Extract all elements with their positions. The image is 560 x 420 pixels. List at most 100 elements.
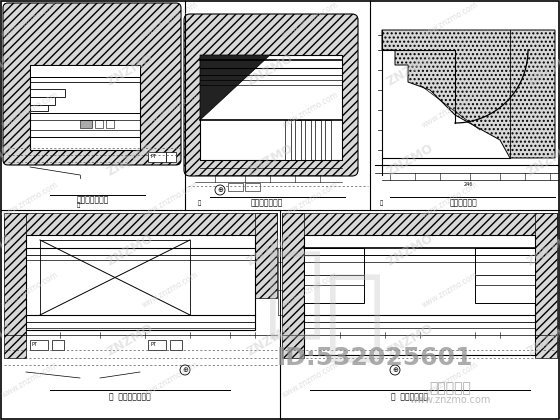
Bar bbox=[30, 65, 140, 77]
Bar bbox=[26, 235, 255, 330]
Text: ZNZMO: ZNZMO bbox=[384, 142, 436, 178]
Text: www.znzmo.com: www.znzmo.com bbox=[0, 90, 60, 130]
Text: www.znzmo.com: www.znzmo.com bbox=[140, 90, 200, 130]
FancyBboxPatch shape bbox=[184, 14, 358, 176]
Text: ZNZMO: ZNZMO bbox=[244, 231, 296, 268]
Bar bbox=[200, 55, 342, 160]
Text: www.znzmo.com: www.znzmo.com bbox=[140, 270, 200, 310]
Bar bbox=[4, 213, 277, 235]
Text: www.znzmo.com: www.znzmo.com bbox=[0, 360, 60, 400]
Text: www.znzmo.com: www.znzmo.com bbox=[280, 270, 340, 310]
Text: www.znzmo.com: www.znzmo.com bbox=[0, 0, 60, 40]
Text: ⊕: ⊕ bbox=[217, 187, 223, 193]
Text: ZNZMO: ZNZMO bbox=[104, 231, 156, 268]
Text: PT: PT bbox=[150, 155, 156, 160]
Circle shape bbox=[180, 365, 190, 375]
Text: www.znzmo.com: www.znzmo.com bbox=[140, 180, 200, 220]
Bar bbox=[80, 120, 92, 128]
Bar bbox=[170, 340, 182, 350]
Text: 末: 末 bbox=[325, 270, 385, 367]
Bar bbox=[95, 120, 103, 128]
Bar bbox=[30, 97, 55, 105]
Text: ZNZMO: ZNZMO bbox=[104, 142, 156, 178]
Text: www.znzmo.com: www.znzmo.com bbox=[280, 90, 340, 130]
Text: www.znzmo.com: www.znzmo.com bbox=[420, 180, 480, 220]
Bar bbox=[255, 213, 277, 298]
Text: www.znzmo.com: www.znzmo.com bbox=[420, 0, 480, 40]
Text: 一: 一 bbox=[76, 202, 80, 208]
FancyBboxPatch shape bbox=[3, 3, 181, 165]
Bar bbox=[4, 213, 26, 358]
Text: www.znzmo.com: www.znzmo.com bbox=[420, 360, 480, 400]
Bar bbox=[52, 340, 64, 350]
Circle shape bbox=[215, 185, 225, 195]
Bar bbox=[475, 248, 535, 303]
Bar bbox=[30, 65, 140, 150]
Text: ZNZMO: ZNZMO bbox=[244, 142, 296, 178]
Bar bbox=[305, 120, 311, 160]
Text: www.znzmo.com: www.znzmo.com bbox=[420, 270, 480, 310]
Text: ZNZMO: ZNZMO bbox=[0, 142, 16, 178]
Text: ⊕: ⊕ bbox=[182, 367, 188, 373]
Text: ZNZMO: ZNZMO bbox=[524, 231, 560, 268]
Bar bbox=[30, 89, 65, 97]
Text: 过厅天花大样图: 过厅天花大样图 bbox=[77, 195, 109, 205]
Text: www.znzmo.com: www.znzmo.com bbox=[280, 180, 340, 220]
Bar bbox=[148, 152, 166, 162]
Polygon shape bbox=[382, 30, 555, 158]
Text: 知末资料库: 知末资料库 bbox=[429, 381, 471, 395]
Text: ZNZMO: ZNZMO bbox=[384, 321, 436, 359]
Bar bbox=[282, 213, 557, 235]
Bar bbox=[295, 120, 301, 160]
Bar bbox=[535, 213, 557, 358]
Text: www.znzmo.com: www.znzmo.com bbox=[0, 180, 60, 220]
Text: ZNZMO: ZNZMO bbox=[0, 231, 16, 268]
Text: ZNZMO: ZNZMO bbox=[244, 321, 296, 359]
Bar bbox=[245, 183, 260, 191]
Bar bbox=[30, 105, 48, 111]
Text: ZNZMO: ZNZMO bbox=[0, 321, 16, 359]
Text: 二: 二 bbox=[380, 200, 383, 206]
Bar bbox=[315, 120, 321, 160]
Text: www.znzmo.com: www.znzmo.com bbox=[420, 90, 480, 130]
Text: ZNZMO: ZNZMO bbox=[244, 52, 296, 89]
Bar bbox=[285, 120, 291, 160]
Text: ZNZMO: ZNZMO bbox=[104, 321, 156, 359]
Text: ZNZMO: ZNZMO bbox=[0, 52, 16, 89]
Bar bbox=[106, 120, 114, 128]
Text: 客厅天花大样图: 客厅天花大样图 bbox=[251, 199, 283, 207]
Circle shape bbox=[390, 365, 400, 375]
Text: 246: 246 bbox=[463, 183, 473, 187]
Bar bbox=[304, 235, 535, 355]
Bar bbox=[304, 248, 364, 303]
Text: 一  客厅天花大样图: 一 客厅天花大样图 bbox=[109, 393, 151, 402]
Bar bbox=[325, 120, 331, 160]
Text: www.znzmo.com: www.znzmo.com bbox=[0, 270, 60, 310]
Text: PT: PT bbox=[31, 342, 37, 347]
Bar bbox=[40, 240, 190, 315]
Text: ZNZMO: ZNZMO bbox=[384, 52, 436, 89]
Text: ID:532025601: ID:532025601 bbox=[277, 346, 473, 370]
Bar bbox=[30, 340, 48, 350]
Polygon shape bbox=[200, 55, 270, 120]
Text: 石线线脚详图: 石线线脚详图 bbox=[449, 199, 477, 207]
Bar bbox=[148, 340, 166, 350]
Text: 二: 二 bbox=[198, 200, 201, 206]
Text: www.znzmo.com: www.znzmo.com bbox=[280, 0, 340, 40]
Text: 四  厅天花大样图: 四 厅天花大样图 bbox=[391, 393, 428, 402]
Text: www.znzmo.com: www.znzmo.com bbox=[409, 395, 491, 405]
Text: ZNZMO: ZNZMO bbox=[524, 321, 560, 359]
Text: PT: PT bbox=[150, 342, 156, 347]
Bar bbox=[166, 152, 176, 162]
Text: ZNZMO: ZNZMO bbox=[524, 52, 560, 89]
Text: ⊕: ⊕ bbox=[392, 367, 398, 373]
Text: ZNZMO: ZNZMO bbox=[524, 142, 560, 178]
Text: www.znzmo.com: www.znzmo.com bbox=[280, 360, 340, 400]
Bar bbox=[228, 183, 243, 191]
Text: www.znzmo.com: www.znzmo.com bbox=[140, 360, 200, 400]
Text: 知: 知 bbox=[265, 247, 325, 344]
Bar bbox=[282, 213, 304, 358]
Text: ZNZMO: ZNZMO bbox=[104, 52, 156, 89]
Text: www.znzmo.com: www.znzmo.com bbox=[140, 0, 200, 40]
Text: ZNZMO: ZNZMO bbox=[384, 231, 436, 268]
